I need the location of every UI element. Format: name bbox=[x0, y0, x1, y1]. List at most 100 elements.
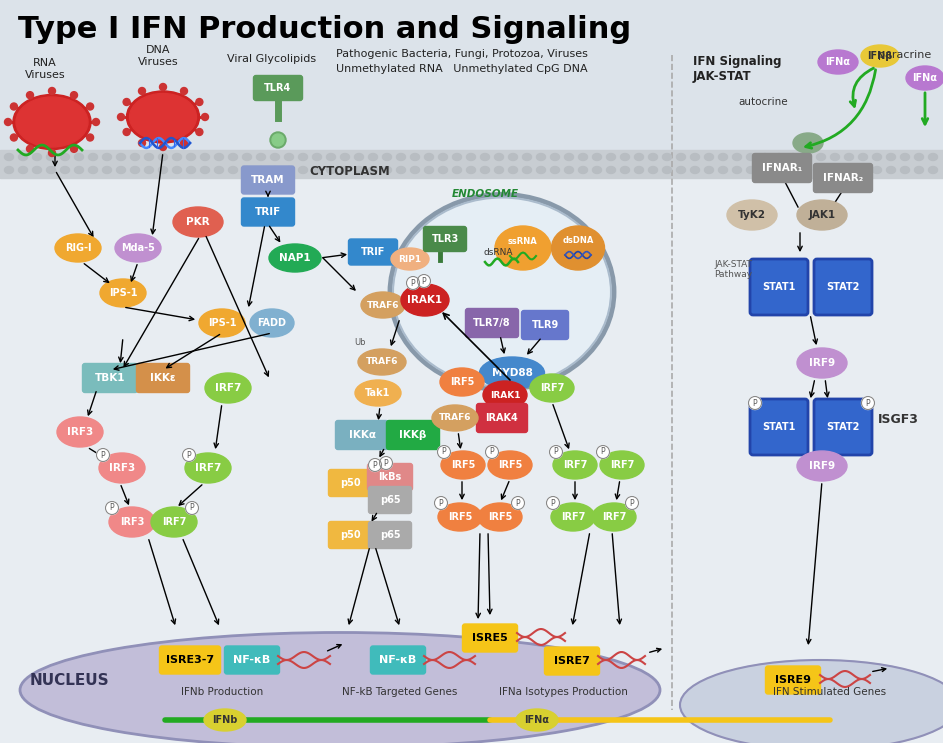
Text: IRF9: IRF9 bbox=[809, 461, 835, 471]
Ellipse shape bbox=[103, 154, 111, 160]
Ellipse shape bbox=[441, 451, 485, 479]
Ellipse shape bbox=[606, 154, 616, 160]
Text: Mda-5: Mda-5 bbox=[121, 243, 155, 253]
Ellipse shape bbox=[326, 154, 336, 160]
Circle shape bbox=[406, 276, 420, 290]
Ellipse shape bbox=[424, 154, 434, 160]
Text: p65: p65 bbox=[380, 495, 401, 505]
Ellipse shape bbox=[100, 279, 146, 307]
FancyBboxPatch shape bbox=[336, 421, 389, 450]
Text: IFNα: IFNα bbox=[825, 57, 851, 67]
Ellipse shape bbox=[872, 166, 882, 174]
Text: IKKα: IKKα bbox=[349, 430, 375, 440]
Circle shape bbox=[10, 134, 17, 141]
FancyBboxPatch shape bbox=[371, 646, 425, 674]
Text: IKKε: IKKε bbox=[150, 373, 175, 383]
FancyBboxPatch shape bbox=[224, 646, 279, 674]
Ellipse shape bbox=[60, 166, 70, 174]
Ellipse shape bbox=[788, 166, 798, 174]
Text: TRAF6: TRAF6 bbox=[366, 357, 398, 366]
Ellipse shape bbox=[312, 154, 322, 160]
Text: IRF9: IRF9 bbox=[809, 358, 835, 368]
Ellipse shape bbox=[802, 166, 812, 174]
Ellipse shape bbox=[126, 91, 200, 143]
Circle shape bbox=[106, 502, 119, 514]
Ellipse shape bbox=[620, 154, 630, 160]
Circle shape bbox=[10, 103, 17, 110]
Ellipse shape bbox=[600, 451, 644, 479]
Circle shape bbox=[124, 129, 130, 135]
Text: paracrine: paracrine bbox=[878, 50, 932, 60]
FancyBboxPatch shape bbox=[254, 76, 303, 100]
Ellipse shape bbox=[129, 94, 196, 140]
Ellipse shape bbox=[551, 154, 559, 160]
Circle shape bbox=[5, 118, 11, 126]
Ellipse shape bbox=[551, 166, 559, 174]
FancyBboxPatch shape bbox=[368, 464, 412, 490]
Ellipse shape bbox=[733, 154, 741, 160]
Text: IFNα: IFNα bbox=[524, 715, 550, 725]
Ellipse shape bbox=[858, 166, 868, 174]
Ellipse shape bbox=[508, 166, 518, 174]
Ellipse shape bbox=[271, 166, 279, 174]
Ellipse shape bbox=[704, 166, 714, 174]
Ellipse shape bbox=[516, 709, 558, 731]
Ellipse shape bbox=[760, 154, 769, 160]
FancyBboxPatch shape bbox=[750, 399, 808, 455]
Ellipse shape bbox=[690, 166, 700, 174]
Ellipse shape bbox=[649, 166, 657, 174]
Ellipse shape bbox=[74, 154, 84, 160]
Circle shape bbox=[272, 134, 284, 146]
Ellipse shape bbox=[901, 166, 909, 174]
Ellipse shape bbox=[361, 292, 405, 318]
Ellipse shape bbox=[117, 154, 125, 160]
Text: p50: p50 bbox=[339, 530, 360, 540]
Circle shape bbox=[435, 496, 448, 510]
Text: p50: p50 bbox=[339, 478, 360, 488]
Text: FADD: FADD bbox=[257, 318, 287, 328]
Ellipse shape bbox=[733, 166, 741, 174]
Ellipse shape bbox=[494, 166, 504, 174]
Ellipse shape bbox=[481, 166, 489, 174]
Ellipse shape bbox=[537, 166, 545, 174]
Ellipse shape bbox=[173, 207, 223, 237]
Ellipse shape bbox=[578, 166, 587, 174]
Text: PKR: PKR bbox=[186, 217, 209, 227]
Ellipse shape bbox=[185, 453, 231, 483]
Ellipse shape bbox=[130, 154, 140, 160]
Circle shape bbox=[202, 114, 208, 120]
Circle shape bbox=[87, 103, 93, 110]
FancyBboxPatch shape bbox=[462, 624, 518, 652]
Ellipse shape bbox=[481, 154, 489, 160]
Text: JAK-STAT
Pathway: JAK-STAT Pathway bbox=[714, 259, 753, 279]
Ellipse shape bbox=[663, 154, 671, 160]
Ellipse shape bbox=[369, 154, 377, 160]
Text: IRF7: IRF7 bbox=[195, 463, 222, 473]
FancyBboxPatch shape bbox=[241, 198, 294, 226]
Ellipse shape bbox=[242, 166, 252, 174]
Ellipse shape bbox=[228, 154, 238, 160]
Text: TLR4: TLR4 bbox=[264, 83, 291, 93]
Ellipse shape bbox=[228, 166, 238, 174]
Ellipse shape bbox=[158, 166, 168, 174]
Text: Type I IFN Production and Signaling: Type I IFN Production and Signaling bbox=[18, 16, 631, 45]
Ellipse shape bbox=[242, 154, 252, 160]
Ellipse shape bbox=[483, 381, 527, 409]
Ellipse shape bbox=[831, 166, 839, 174]
Text: dsRNA: dsRNA bbox=[484, 248, 514, 257]
Ellipse shape bbox=[592, 166, 602, 174]
Ellipse shape bbox=[205, 373, 251, 403]
Text: IRAK1: IRAK1 bbox=[489, 391, 521, 400]
Ellipse shape bbox=[488, 451, 532, 479]
Ellipse shape bbox=[802, 154, 812, 160]
Text: IRF5: IRF5 bbox=[450, 377, 474, 387]
Ellipse shape bbox=[635, 154, 643, 160]
FancyBboxPatch shape bbox=[521, 311, 569, 340]
Text: NF-κB: NF-κB bbox=[379, 655, 417, 665]
Ellipse shape bbox=[495, 226, 551, 270]
Ellipse shape bbox=[250, 309, 294, 337]
Ellipse shape bbox=[46, 154, 56, 160]
Text: P: P bbox=[438, 499, 443, 507]
Ellipse shape bbox=[478, 503, 522, 531]
Text: IRF5: IRF5 bbox=[498, 460, 522, 470]
